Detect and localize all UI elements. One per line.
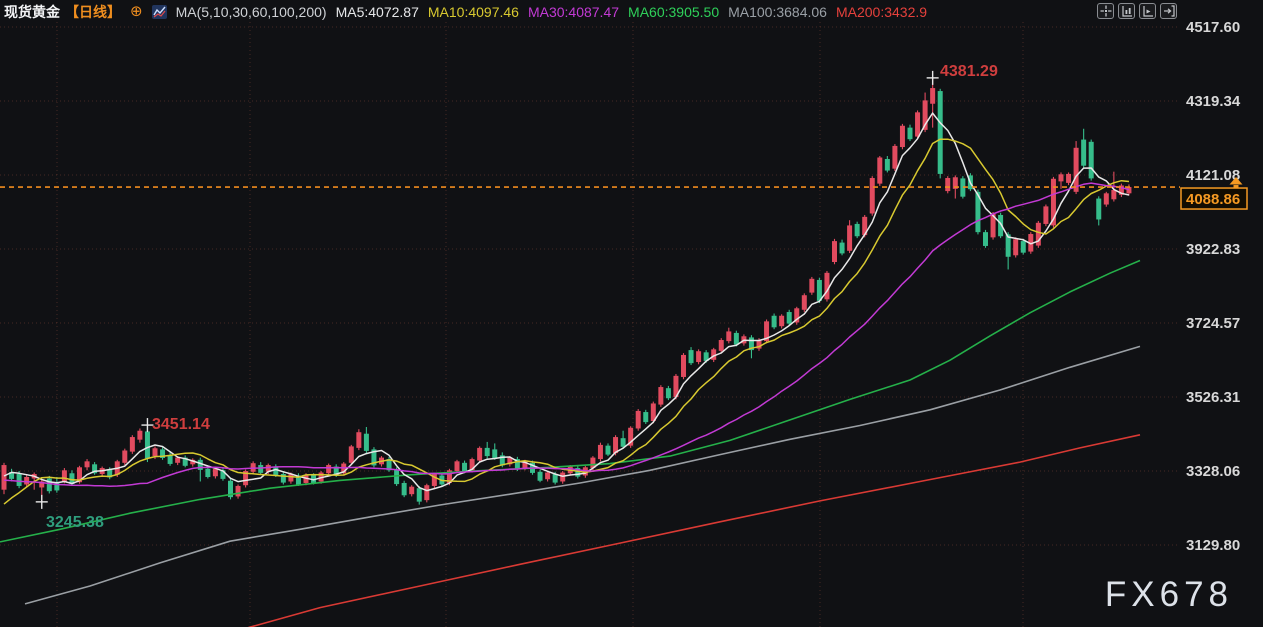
axis-right-chart-icon[interactable]: [1139, 3, 1156, 19]
annotation-label: 3245.38: [46, 514, 104, 531]
axis-tick-label: 3328.06: [1186, 463, 1240, 480]
axis-tick-label: 3724.57: [1186, 315, 1240, 332]
ma-line-ma30: [3, 182, 1130, 487]
axis-tick-label: 4517.60: [1186, 19, 1240, 36]
ma60-value: MA60:3905.50: [628, 4, 720, 20]
ma-group-label: MA(5,10,30,60,100,200): [175, 4, 327, 20]
ma-line-ma5: [3, 112, 1130, 492]
axis-tick-label: 4319.34: [1186, 93, 1241, 110]
ma30-value: MA30:4087.47: [527, 4, 620, 20]
symbol-name: 现货黄金: [4, 4, 60, 20]
axis-tick-label: 3526.31: [1186, 389, 1240, 406]
collapse-right-icon[interactable]: [1160, 3, 1177, 19]
extreme-markers: [35, 70, 939, 509]
ma-line-ma60: [0, 259, 1141, 543]
ma-line-ma100: [24, 345, 1141, 605]
price-annotations: 4381.29 3451.14 3245.38: [46, 63, 998, 531]
ma5-value: MA5:4072.87: [335, 4, 419, 20]
add-indicator-icon[interactable]: ⊕: [130, 3, 143, 20]
axis-tick-label: 4121.08: [1186, 167, 1240, 184]
svg-text:4088.86: 4088.86: [1186, 191, 1240, 208]
current-price-tag: 4088.86: [1180, 177, 1248, 210]
chart-header: 现货黄金 【日线】 ⊕ MA(5,10,30,60,100,200) MA5:40…: [4, 2, 927, 22]
ma10-value: MA10:4097.46: [427, 4, 519, 20]
axis-left-chart-icon[interactable]: [1118, 3, 1135, 19]
annotation-label: 4381.29: [940, 63, 998, 80]
move-crosshair-icon[interactable]: [1097, 3, 1114, 19]
axis-tick-label: 3129.80: [1186, 537, 1240, 554]
price-up-arrow-icon: [1229, 177, 1243, 185]
ma-lines: [0, 112, 1141, 627]
ma-line-ma10: [3, 138, 1130, 505]
ma200-value: MA200:3432.9: [835, 4, 928, 20]
annotation-label: 3451.14: [152, 416, 210, 433]
chart-toolbar: [1097, 3, 1177, 19]
price-axis: 4517.60 4319.34 4121.08 3922.83 3724.57 3526.…: [1186, 19, 1241, 554]
grid-lines: [0, 22, 1180, 627]
chart-type-icon[interactable]: [151, 5, 167, 19]
timeframe-label: 【日线】: [65, 4, 121, 20]
axis-tick-label: 3922.83: [1186, 241, 1240, 258]
ma100-value: MA100:3684.06: [728, 4, 827, 20]
fx678-watermark: FX678: [1104, 575, 1233, 614]
ma-line-ma200: [247, 434, 1141, 627]
